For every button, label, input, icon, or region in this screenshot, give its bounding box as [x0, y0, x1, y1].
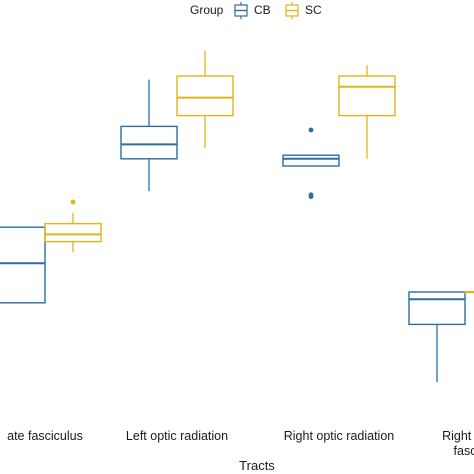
box-sc-3 [464, 291, 474, 294]
x-tick-label-1: Left optic radiation [126, 429, 228, 443]
x-axis-title: Tracts [239, 458, 275, 473]
box-rect-sc-1 [176, 75, 234, 117]
legend: Group CB SC [190, 2, 322, 19]
legend-label-cb: CB [254, 3, 271, 17]
box-cb-3 [408, 291, 466, 382]
box-rect-cb-0 [0, 226, 46, 304]
box-rect-sc-0 [44, 222, 102, 243]
box-sc-0 [44, 199, 102, 253]
x-tick-label-2: Right optic radiation [284, 429, 395, 443]
outlier-point-cb-2-0 [308, 127, 314, 133]
box-cb-1 [120, 79, 178, 192]
legend-title: Group [190, 3, 224, 17]
legend-key-sc: SC [285, 2, 322, 19]
box-rect-cb-1 [120, 125, 178, 160]
x-tick-label-0: ate fasciculus [7, 429, 83, 443]
box-rect-cb-2 [282, 154, 340, 167]
legend-label-sc: SC [305, 3, 322, 17]
box-cb-2 [282, 127, 340, 200]
box-sc-2 [338, 65, 396, 159]
outlier-point-sc-0-0 [70, 199, 76, 205]
box-cb-0 [0, 226, 46, 304]
box-rect-sc-2 [338, 75, 396, 117]
x-tick-label-3: Right sufasc [442, 429, 474, 458]
outlier-point-cb-2-2 [308, 194, 314, 200]
box-rect-cb-3 [408, 291, 466, 326]
plot-area [0, 50, 474, 382]
x-axis-tick-labels: ate fasciculus Left optic radiation Right … [7, 429, 474, 458]
box-sc-1 [176, 50, 234, 148]
legend-key-cb: CB [234, 2, 271, 19]
